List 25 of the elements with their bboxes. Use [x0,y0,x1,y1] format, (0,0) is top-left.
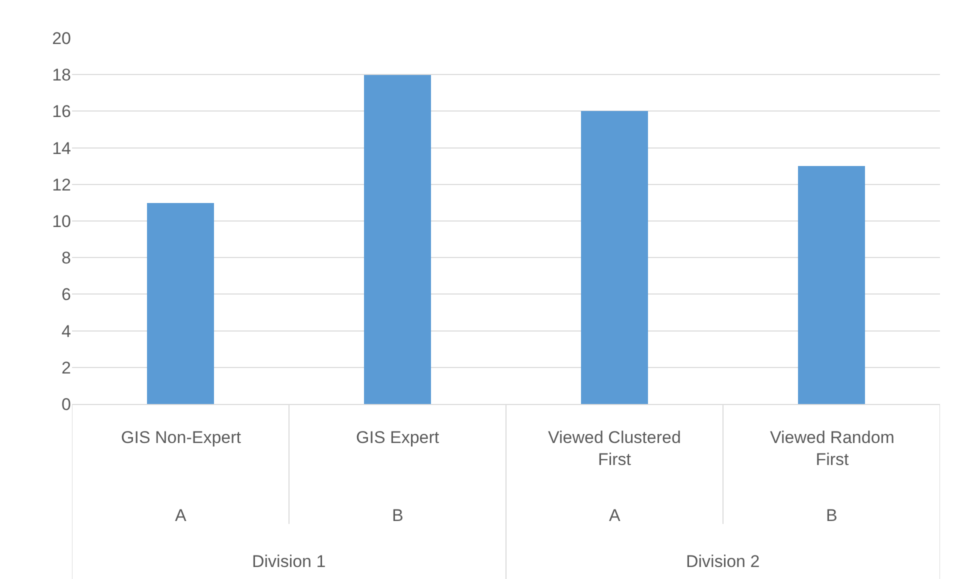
y-tick-label: 10 [52,212,71,231]
y-tick-label: 18 [52,66,71,85]
y-tick-label: 20 [52,28,71,48]
y-tick-label: 14 [52,138,71,158]
bar [364,75,431,404]
text: A [609,506,621,525]
y-tick-label: 4 [62,322,71,341]
y-tick-label: 16 [52,102,71,122]
y-tick-label: 6 [62,285,71,304]
x-tick-label: GIS Non-Expert [121,428,242,447]
text: B [826,506,838,525]
bar [581,111,648,404]
bar [798,166,865,404]
y-tick-label: 8 [62,248,71,268]
y-tick-label: 0 [62,394,71,414]
y-tick-label: 12 [52,175,71,194]
y-tick-label: 2 [62,358,71,378]
text: Division 1 [252,552,326,571]
x-tick-label: Viewed Clustered First [548,428,681,470]
text: B [392,506,404,525]
x-tick-label: GIS Expert [356,428,440,447]
text: A [175,506,187,525]
text: Division 2 [686,552,760,571]
bar [147,203,214,404]
x-tick-label: Viewed Random First [770,428,894,470]
